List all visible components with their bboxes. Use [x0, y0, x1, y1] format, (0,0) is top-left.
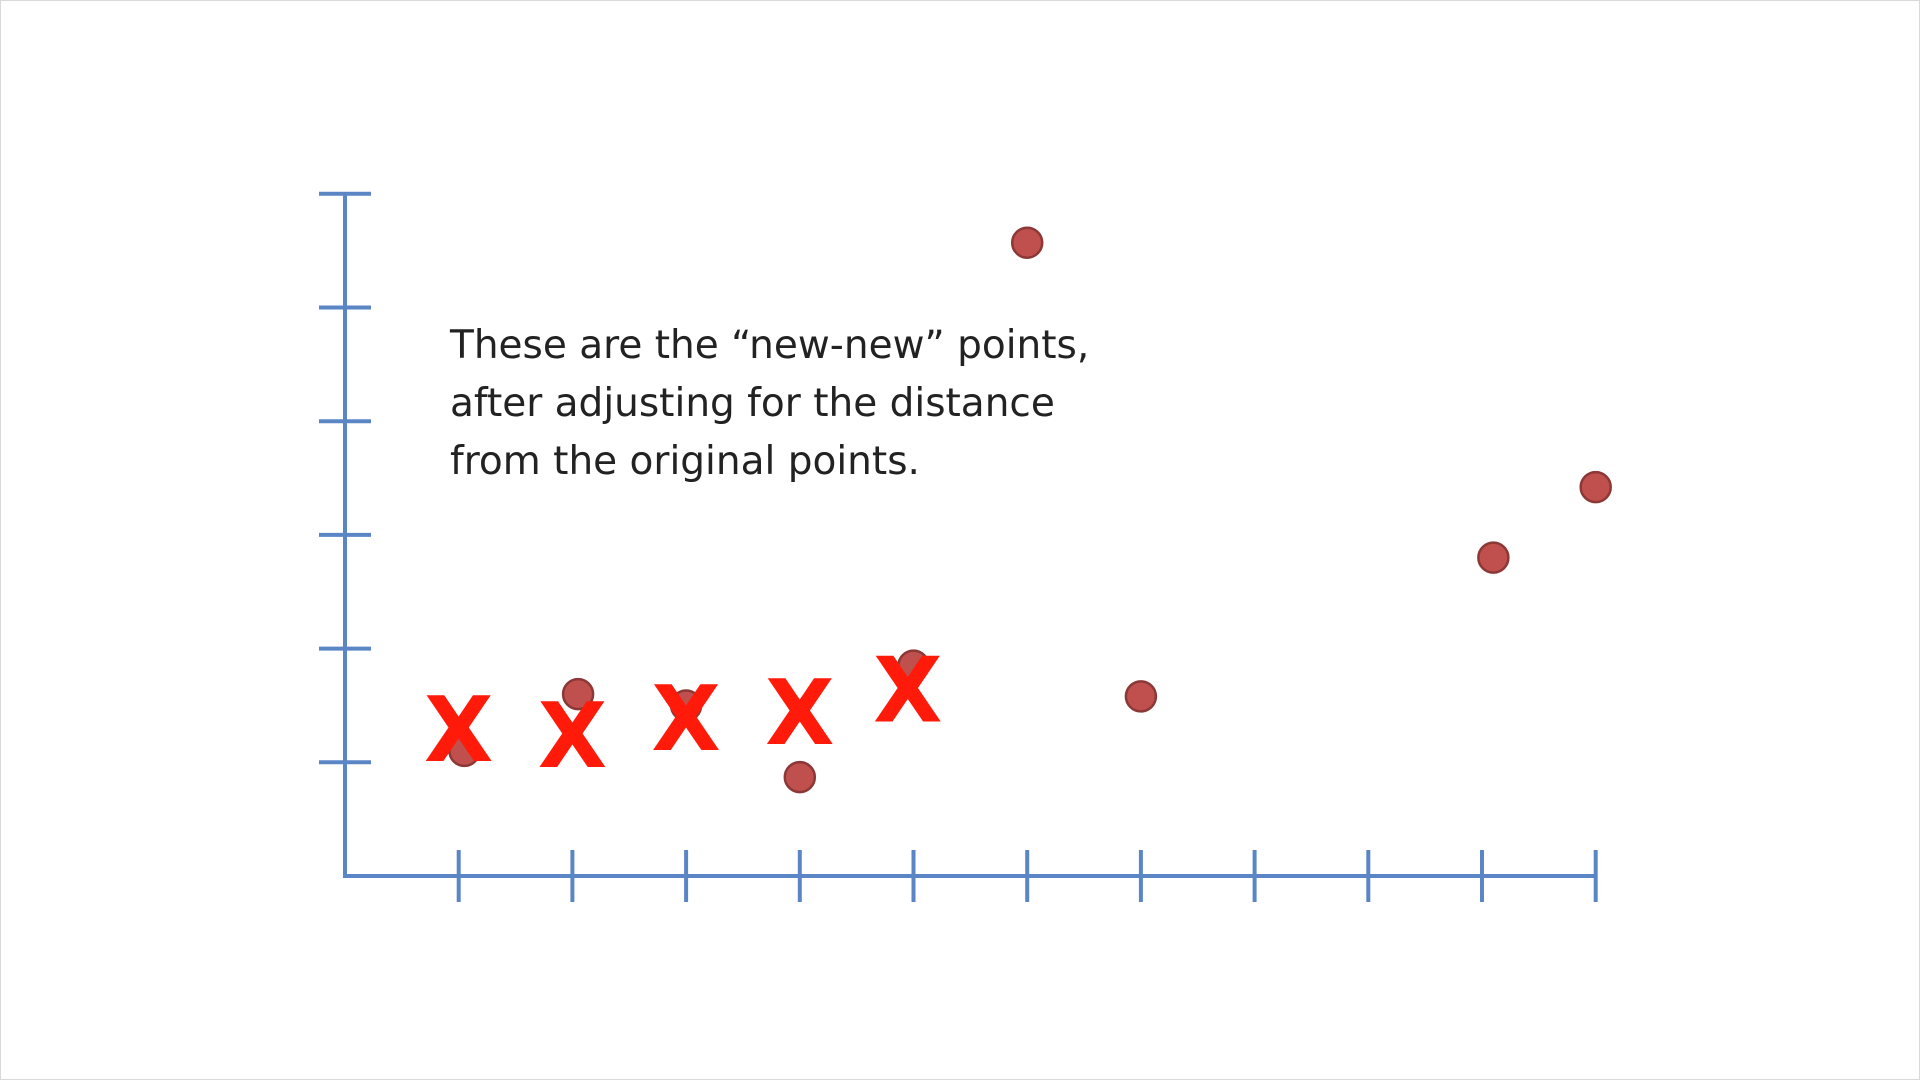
data-point — [1124, 680, 1158, 713]
annotation-line-2: after adjusting for the distance — [450, 381, 1055, 426]
x-marker: X — [873, 638, 942, 743]
data-point — [1579, 470, 1612, 504]
annotation-text: These are the “new-new” points, after ad… — [450, 317, 1170, 491]
data-point — [1010, 226, 1044, 259]
x-marker: X — [765, 661, 834, 766]
x-marker: X — [538, 684, 607, 789]
data-point — [1477, 541, 1510, 574]
data-point — [669, 689, 703, 722]
data-point — [448, 734, 481, 768]
annotation-line-3: from the original points. — [450, 439, 920, 484]
x-marker: X — [651, 667, 720, 772]
chart-axes — [319, 191, 1598, 902]
annotation-line-1: These are the “new-new” points, — [450, 323, 1090, 368]
x-marker: X — [424, 678, 493, 783]
data-point — [783, 760, 817, 794]
data-point — [561, 677, 595, 711]
data-point — [897, 649, 930, 682]
